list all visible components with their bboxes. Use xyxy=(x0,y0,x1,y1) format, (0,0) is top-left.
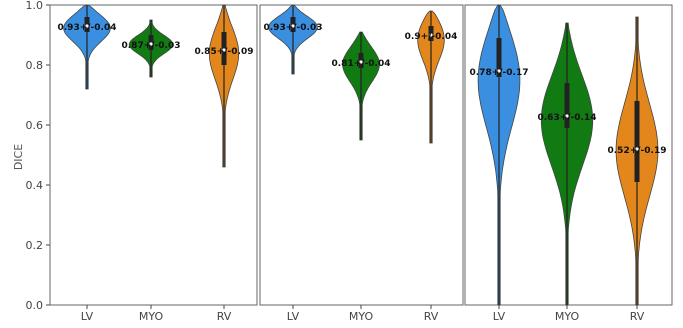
data-label-myo: 0.81+/-0.04 xyxy=(332,59,391,69)
median-dot-lv xyxy=(291,24,295,28)
y-axis-label: DICE xyxy=(12,144,25,170)
median-dot-lv xyxy=(85,24,89,28)
iqr-box-rv xyxy=(634,101,640,182)
x-tick-label-lv: LV xyxy=(81,310,94,323)
x-tick-label-lv: LV xyxy=(493,310,506,323)
iqr-box-lv xyxy=(496,38,502,77)
data-label-lv: 0.93+/-0.04 xyxy=(58,23,117,33)
y-tick-label: 0.8 xyxy=(26,59,44,72)
data-label-rv: 0.85+/-0.09 xyxy=(195,47,254,57)
y-tick-label: 0.6 xyxy=(26,119,44,132)
median-dot-lv xyxy=(497,69,501,73)
median-dot-myo xyxy=(359,60,363,64)
data-label-myo: 0.87+/-0.03 xyxy=(122,41,181,51)
y-tick-label: 1.0 xyxy=(26,0,44,12)
x-tick-label-myo: MYO xyxy=(555,310,580,323)
data-label-lv: 0.93+/-0.03 xyxy=(264,23,323,33)
y-tick-label: 0.0 xyxy=(26,299,44,312)
x-tick-label-lv: LV xyxy=(287,310,300,323)
data-label-rv: 0.9+/-0.04 xyxy=(405,32,458,42)
x-tick-label-rv: RV xyxy=(630,310,645,323)
data-label-rv: 0.52+/-0.19 xyxy=(608,146,667,156)
x-tick-label-rv: RV xyxy=(424,310,439,323)
y-tick-label: 0.2 xyxy=(26,239,44,252)
median-dot-myo xyxy=(565,114,569,118)
x-tick-label-myo: MYO xyxy=(349,310,374,323)
median-dot-rv xyxy=(222,48,226,52)
median-dot-rv xyxy=(429,33,433,37)
x-tick-label-rv: RV xyxy=(217,310,232,323)
data-label-lv: 0.78+/-0.17 xyxy=(470,68,529,78)
iqr-box-myo xyxy=(564,83,570,128)
median-dot-rv xyxy=(635,147,639,151)
x-tick-label-myo: MYO xyxy=(139,310,164,323)
panel-frame xyxy=(49,4,258,306)
data-label-myo: 0.63+/-0.14 xyxy=(538,113,597,123)
y-tick-label: 0.4 xyxy=(26,179,44,192)
median-dot-myo xyxy=(149,42,153,46)
